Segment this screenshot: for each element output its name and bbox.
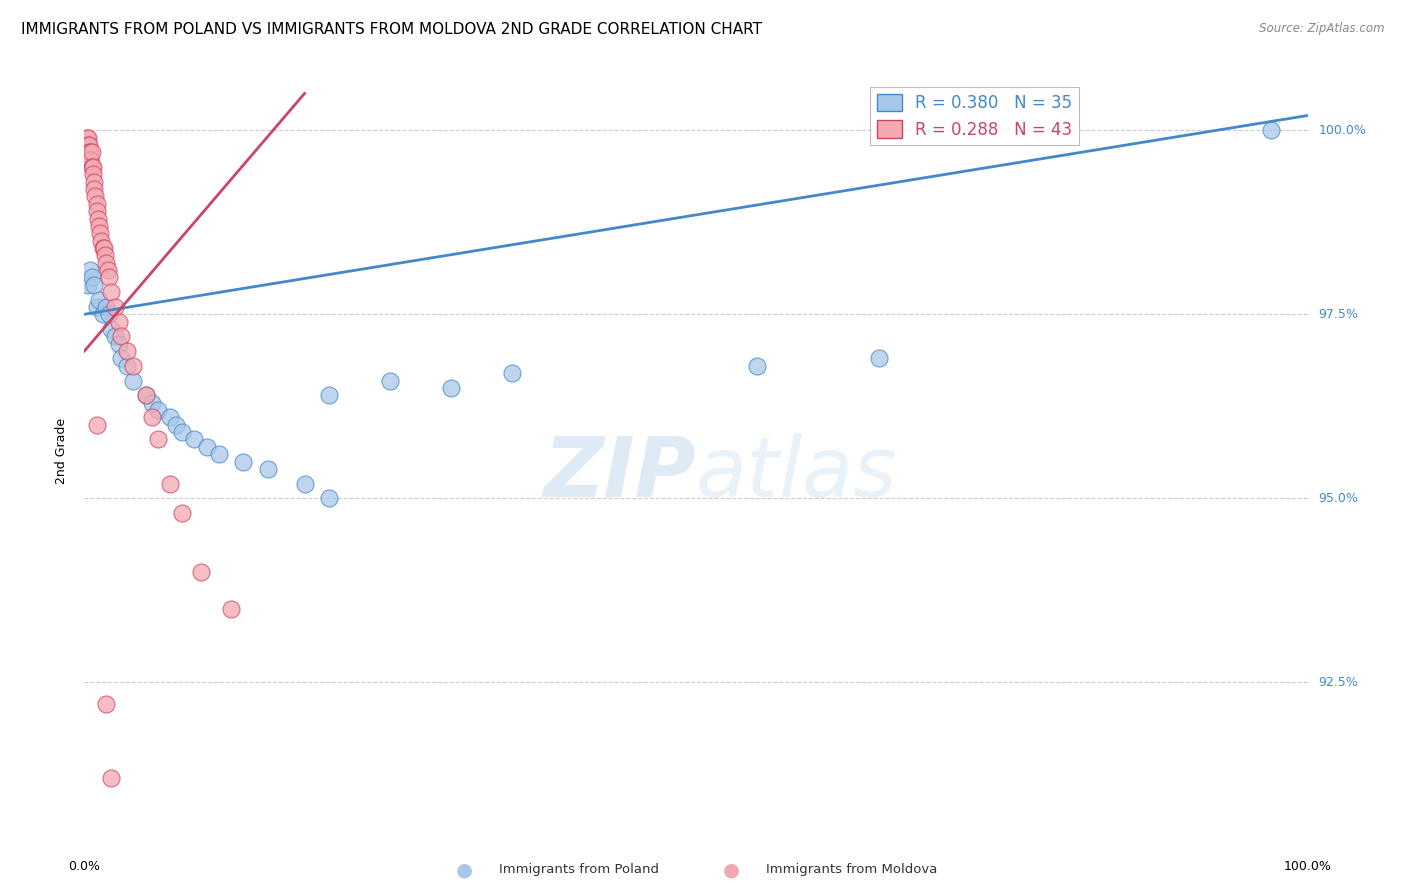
Point: [104, 329, 127, 343]
Point: [219, 601, 242, 615]
Point: [110, 351, 132, 366]
Text: Immigrants from Poland: Immigrants from Poland: [499, 863, 659, 876]
Point: [97, 307, 120, 321]
Legend: R = 0.380   N = 35, R = 0.288   N = 43: R = 0.380 N = 35, R = 0.288 N = 43: [870, 87, 1078, 145]
Y-axis label: 2nd Grade: 2nd Grade: [55, 417, 67, 483]
Point: [93, 241, 115, 255]
Text: ●: ●: [723, 860, 740, 880]
Point: [79, 153, 101, 167]
Text: 92.5%: 92.5%: [1319, 676, 1358, 689]
Text: 100.0%: 100.0%: [1284, 860, 1331, 873]
Point: [190, 565, 212, 579]
Point: [86, 197, 108, 211]
Point: [100, 322, 122, 336]
Text: ZIP: ZIP: [543, 433, 696, 514]
Point: [110, 329, 132, 343]
Point: [91, 241, 114, 255]
Point: [76, 130, 98, 145]
Point: [172, 506, 194, 520]
Text: 95.0%: 95.0%: [1319, 491, 1358, 505]
Point: [80, 160, 103, 174]
Point: [83, 182, 105, 196]
Point: [135, 388, 157, 402]
Point: [165, 417, 187, 432]
Text: IMMIGRANTS FROM POLAND VS IMMIGRANTS FROM MOLDOVA 2ND GRADE CORRELATION CHART: IMMIGRANTS FROM POLAND VS IMMIGRANTS FRO…: [21, 22, 762, 37]
Text: Source: ZipAtlas.com: Source: ZipAtlas.com: [1260, 22, 1385, 36]
Point: [318, 491, 340, 506]
Point: [318, 388, 340, 402]
Point: [146, 403, 169, 417]
Point: [91, 307, 114, 321]
Point: [89, 227, 111, 241]
Point: [146, 433, 169, 447]
Text: ●: ●: [456, 860, 472, 880]
Point: [86, 300, 108, 314]
Point: [107, 336, 129, 351]
Point: [96, 256, 118, 270]
Point: [135, 388, 157, 402]
Point: [380, 374, 402, 388]
Point: [77, 138, 100, 153]
Point: [232, 454, 254, 468]
Point: [79, 263, 101, 277]
Point: [115, 344, 138, 359]
Point: [183, 433, 205, 447]
Point: [172, 425, 194, 439]
Text: Immigrants from Moldova: Immigrants from Moldova: [766, 863, 938, 876]
Point: [77, 277, 100, 292]
Point: [869, 351, 891, 366]
Point: [1260, 123, 1282, 137]
Point: [90, 234, 112, 248]
Point: [97, 270, 120, 285]
Point: [77, 145, 100, 160]
Point: [747, 359, 769, 373]
Point: [96, 698, 118, 712]
Point: [96, 300, 118, 314]
Point: [257, 462, 280, 476]
Text: 0.0%: 0.0%: [69, 860, 100, 873]
Point: [83, 277, 105, 292]
Point: [104, 300, 127, 314]
Point: [77, 130, 100, 145]
Point: [107, 315, 129, 329]
Point: [294, 476, 316, 491]
Point: [94, 248, 117, 262]
Point: [80, 270, 103, 285]
Point: [80, 145, 103, 160]
Point: [502, 366, 524, 380]
Point: [83, 175, 105, 189]
Point: [195, 440, 218, 454]
Point: [84, 189, 107, 203]
Point: [100, 771, 122, 785]
Point: [440, 381, 463, 395]
Text: 100.0%: 100.0%: [1319, 124, 1367, 136]
Point: [159, 410, 181, 425]
Point: [87, 293, 110, 307]
Point: [122, 374, 145, 388]
Point: [159, 476, 181, 491]
Point: [208, 447, 231, 461]
Point: [141, 395, 163, 409]
Point: [79, 153, 101, 167]
Text: 97.5%: 97.5%: [1319, 308, 1358, 321]
Point: [100, 285, 122, 300]
Point: [86, 204, 108, 219]
Point: [141, 410, 163, 425]
Point: [87, 211, 110, 226]
Point: [115, 359, 138, 373]
Text: atlas: atlas: [696, 433, 897, 514]
Point: [87, 219, 110, 233]
Point: [79, 145, 101, 160]
Point: [86, 417, 108, 432]
Point: [82, 160, 104, 174]
Point: [77, 138, 100, 153]
Point: [122, 359, 145, 373]
Point: [82, 168, 104, 182]
Point: [97, 263, 120, 277]
